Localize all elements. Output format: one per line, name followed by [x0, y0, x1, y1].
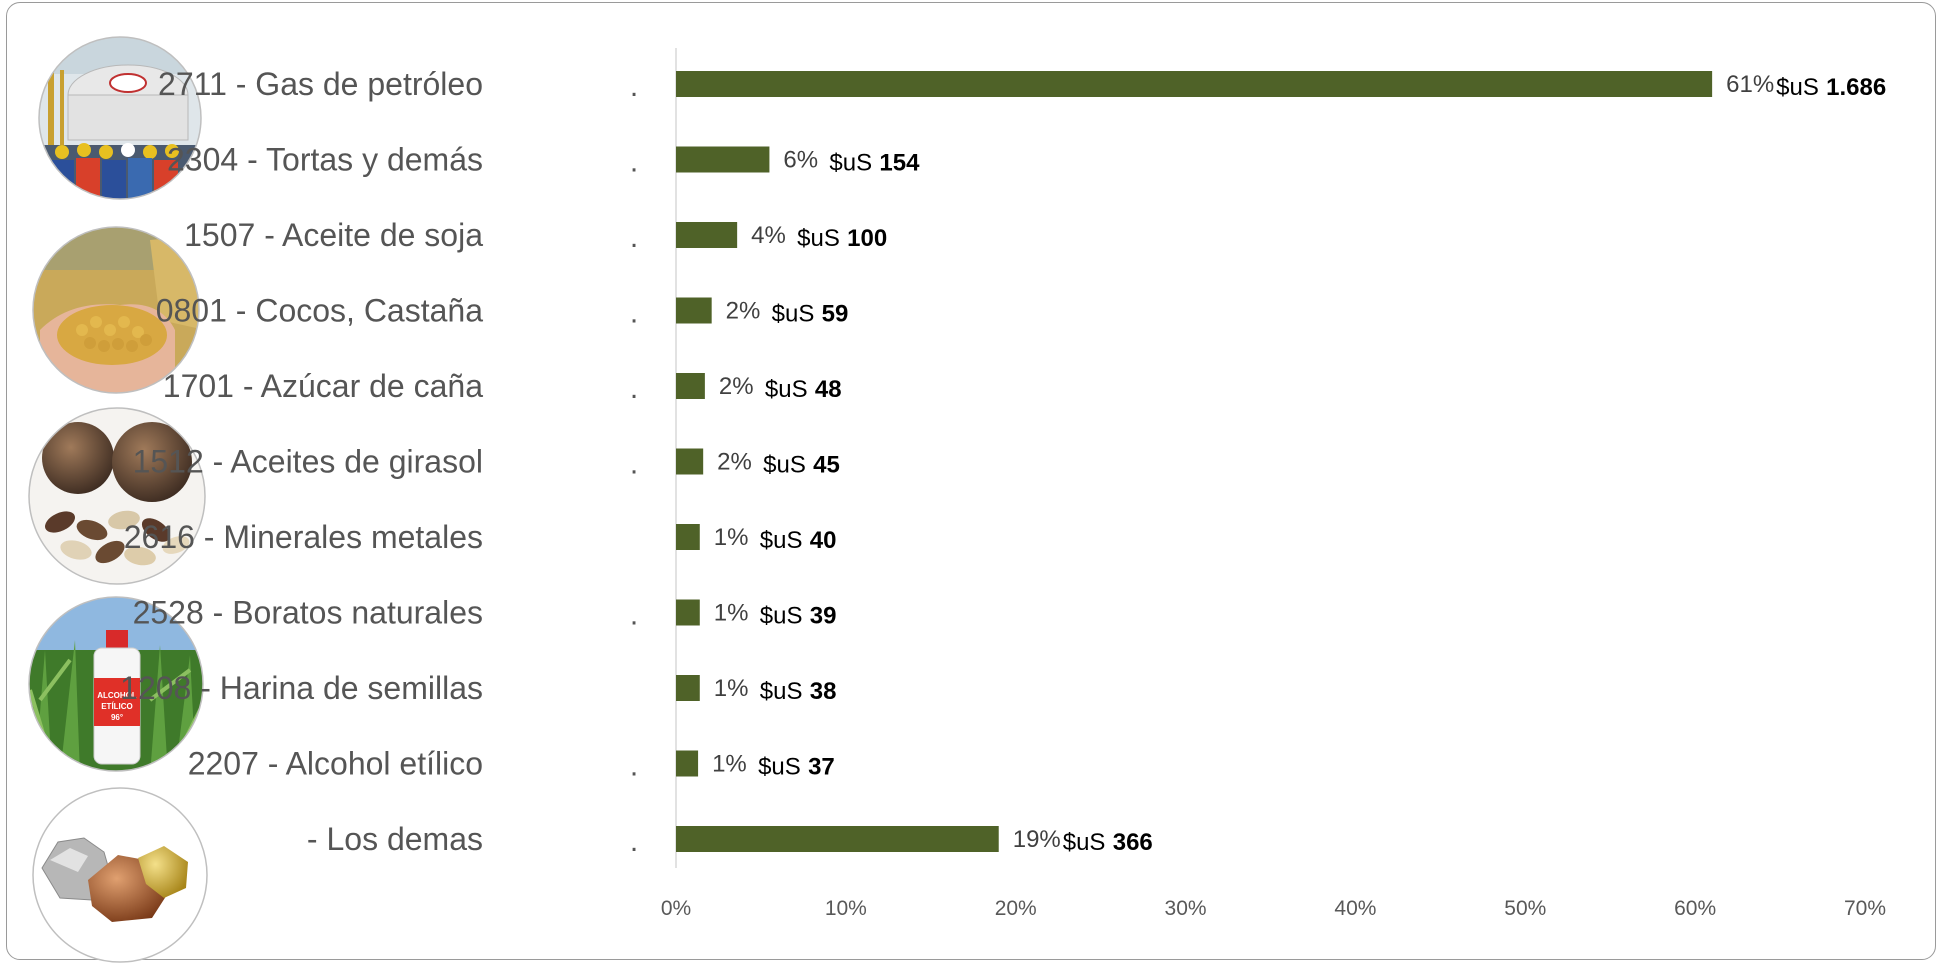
data-label-percent: 2%	[726, 298, 761, 325]
category-label: 2616 - Minerales metales	[124, 519, 483, 555]
category-label: 1208 - Harina de semillas	[120, 670, 483, 706]
bar	[676, 146, 770, 173]
data-label-currency: $uS	[772, 301, 815, 328]
x-tick-label: 50%	[1504, 897, 1546, 920]
data-label-currency: $uS	[797, 225, 840, 252]
data-label-amount: 59	[822, 301, 849, 328]
bar	[676, 675, 700, 701]
x-tick-label: 30%	[1165, 897, 1207, 920]
data-label-percent: 19%	[1013, 826, 1061, 853]
row-dot: .	[630, 448, 638, 481]
data-label-amount: 1.686	[1826, 74, 1886, 101]
data-label-amount: 38	[810, 678, 837, 705]
x-tick-label: 60%	[1674, 897, 1716, 920]
category-label: 0801 - Cocos, Castaña	[156, 293, 484, 329]
data-label-amount: 100	[847, 225, 887, 252]
category-label: 1701 - Azúcar de caña	[163, 368, 483, 404]
x-tick-label: 20%	[995, 897, 1037, 920]
data-label-percent: 1%	[714, 675, 749, 702]
data-label-currency: $uS	[765, 376, 808, 403]
data-label-currency: $uS	[760, 678, 803, 705]
data-label-amount: 40	[810, 527, 837, 554]
bar	[676, 373, 705, 399]
data-label-amount: 154	[879, 150, 920, 177]
category-label: - Los demas	[307, 821, 483, 857]
chart-frame	[6, 2, 1936, 960]
svg-text:ETÍLICO: ETÍLICO	[101, 702, 133, 711]
bar	[676, 448, 704, 475]
brazil-nuts-photo	[28, 407, 206, 585]
data-label-percent: 1%	[714, 524, 749, 551]
x-tick-label: 40%	[1334, 897, 1376, 920]
bar	[676, 71, 1713, 97]
data-label-currency: $uS	[760, 603, 803, 630]
row-dot: .	[630, 599, 638, 632]
data-label-percent: 1%	[714, 600, 749, 627]
data-label-currency: $uS	[763, 452, 806, 479]
bar	[676, 599, 700, 626]
category-label: 2207 - Alcohol etílico	[188, 746, 483, 782]
data-label-amount: 366	[1113, 829, 1153, 856]
data-label-percent: 4%	[751, 222, 786, 249]
data-label-amount: 39	[810, 603, 837, 630]
alcohol-bottle-sugarcane-photo: ALCOHOL ETÍLICO 96°	[28, 596, 204, 772]
data-label-amount: 48	[815, 376, 842, 403]
category-label: 1512 - Aceites de girasol	[133, 444, 483, 480]
data-label-amount: 45	[813, 452, 840, 479]
data-label-currency: $uS	[1776, 74, 1819, 101]
category-label: 2528 - Boratos naturales	[133, 595, 483, 631]
x-tick-label: 0%	[661, 897, 691, 920]
row-dot: .	[630, 146, 638, 179]
x-tick-label: 70%	[1844, 897, 1886, 920]
bar	[676, 750, 699, 777]
x-tick-label: 10%	[825, 897, 867, 920]
metal-ores-photo	[32, 787, 208, 963]
svg-text:ALCOHOL: ALCOHOL	[97, 691, 137, 700]
row-dot: .	[630, 297, 638, 330]
bar	[676, 826, 999, 852]
row-dot: .	[630, 825, 638, 858]
data-label-currency: $uS	[758, 754, 801, 781]
category-label: 2711 - Gas de petróleo	[158, 66, 483, 102]
category-label: 2304 - Tortas y demás	[167, 142, 483, 178]
svg-text:96°: 96°	[111, 713, 123, 722]
row-dot: .	[630, 372, 638, 405]
bar	[676, 524, 700, 550]
category-label: 1507 - Aceite de soja	[184, 217, 483, 253]
data-label-currency: $uS	[760, 527, 803, 554]
data-label-percent: 6%	[783, 147, 818, 174]
data-label-currency: $uS	[829, 150, 872, 177]
bar	[676, 297, 712, 324]
data-label-percent: 61%	[1726, 71, 1774, 98]
bar	[676, 222, 738, 248]
data-label-percent: 2%	[719, 373, 754, 400]
data-label-currency: $uS	[1063, 829, 1106, 856]
data-label-percent: 2%	[717, 449, 752, 476]
data-label-percent: 1%	[712, 751, 747, 778]
data-label-amount: 37	[808, 754, 835, 781]
row-dot: .	[630, 70, 638, 103]
ypfb-gas-plant-photo	[38, 36, 202, 200]
row-dot: .	[630, 750, 638, 783]
row-dot: .	[630, 221, 638, 254]
